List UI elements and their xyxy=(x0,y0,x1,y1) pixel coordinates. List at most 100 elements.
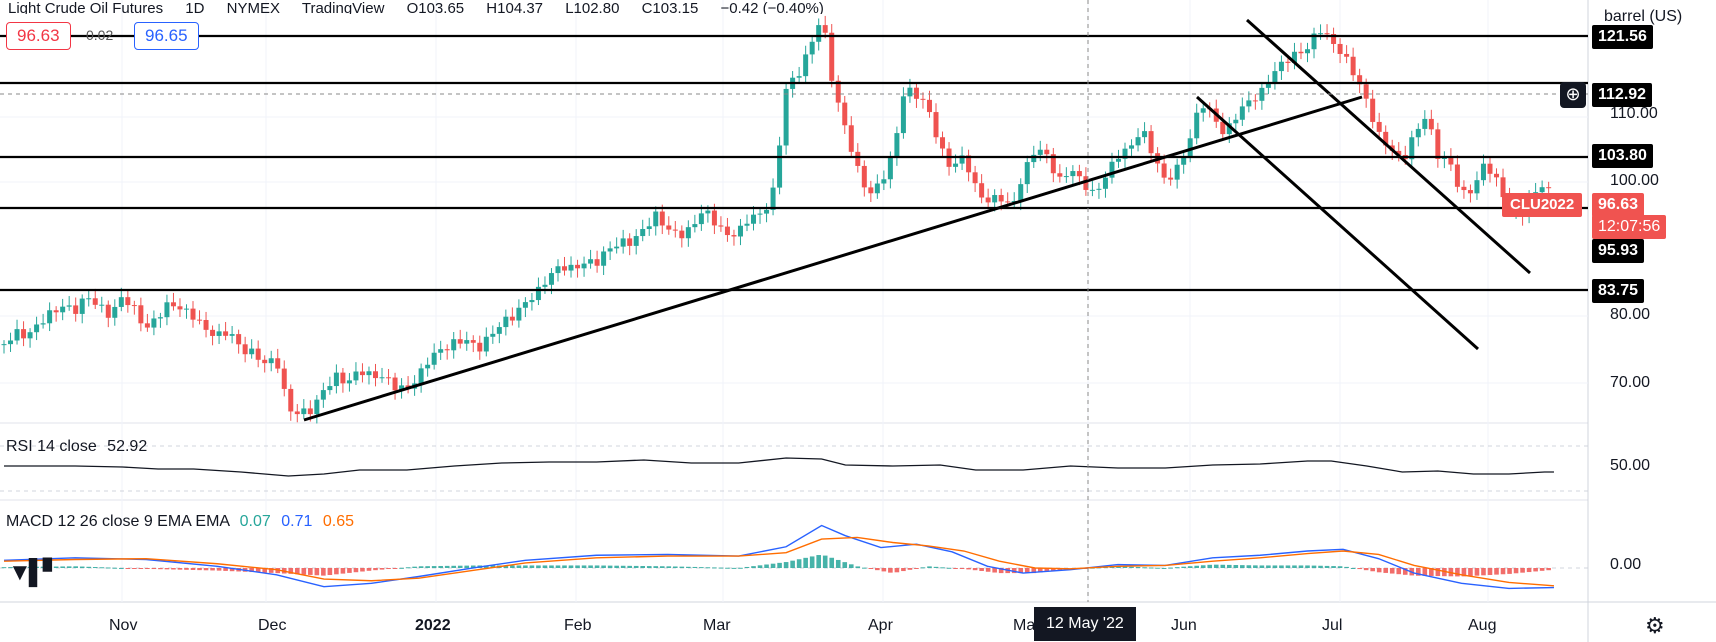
candle-body xyxy=(770,187,776,210)
level-tag-121[interactable]: 121.56 xyxy=(1592,25,1653,49)
candle-body xyxy=(372,371,378,379)
macd-histogram-bar xyxy=(392,568,398,569)
level-tag-112[interactable]: 112.92 xyxy=(1592,83,1653,107)
candle-body xyxy=(1324,33,1330,35)
candle-body xyxy=(764,209,770,214)
candle-body xyxy=(1311,33,1317,50)
macd-histogram-bar xyxy=(829,557,835,568)
macd-histogram-bar xyxy=(653,566,659,568)
macd-histogram-bar xyxy=(875,568,880,571)
macd-histogram-bar xyxy=(979,568,984,571)
tradingview-logo-icon[interactable]: ▼▌▘ xyxy=(8,559,61,586)
candle-body xyxy=(581,263,587,269)
level-tag-103[interactable]: 103.80 xyxy=(1592,144,1653,168)
header-open: O103.65 xyxy=(406,0,465,14)
candle-body xyxy=(1083,176,1089,190)
candle-body xyxy=(92,298,98,305)
header-exchange: NYMEX xyxy=(226,0,280,14)
macd-histogram-bar xyxy=(1415,568,1421,576)
candle-body xyxy=(40,323,46,325)
candle-body xyxy=(1298,51,1304,54)
candle-body xyxy=(164,302,170,318)
level-tag-83[interactable]: 83.75 xyxy=(1592,279,1645,303)
macd-histogram-bar xyxy=(132,568,137,569)
candle-body xyxy=(659,211,665,226)
macd-histogram-bar xyxy=(920,567,926,569)
gear-icon[interactable]: ⚙ xyxy=(1645,613,1665,638)
macd-histogram-bar xyxy=(451,565,457,568)
macd-histogram-bar xyxy=(549,565,554,568)
macd-histogram-bar xyxy=(1253,565,1258,568)
candle-body xyxy=(236,334,242,345)
macd-histogram-bar xyxy=(418,566,424,568)
macd-histogram-bar xyxy=(470,565,476,568)
macd-histogram-bar xyxy=(1344,566,1349,568)
candle-body xyxy=(568,264,574,271)
macd-title[interactable]: MACD 12 26 close 9 EMA EMA 0.07 0.71 0.6… xyxy=(6,513,354,531)
macd-histogram-bar xyxy=(327,568,333,576)
macd-histogram-bar xyxy=(1389,568,1395,574)
candle-body xyxy=(575,264,581,269)
macd-histogram-bar xyxy=(1422,568,1428,576)
plus-circle-icon[interactable]: ⊕ xyxy=(1560,82,1586,108)
candle-body xyxy=(262,359,268,364)
candle-body xyxy=(1454,164,1460,187)
macd-histogram-bar xyxy=(73,566,78,568)
candle-body xyxy=(1226,123,1232,135)
macd-histogram-bar xyxy=(835,559,841,568)
candle-body xyxy=(868,187,874,194)
buy-button[interactable]: 96.65 xyxy=(134,22,199,50)
candle-body xyxy=(887,157,893,180)
candle-body xyxy=(900,96,906,134)
macd-histogram-bar xyxy=(405,567,411,569)
candle-body xyxy=(751,214,757,224)
macd-histogram-bar xyxy=(1357,568,1362,570)
macd-histogram-bar xyxy=(112,567,118,569)
crosshair-date-label: 12 May '22 xyxy=(1034,607,1136,641)
candle-body xyxy=(979,183,985,198)
candle-body xyxy=(848,125,854,152)
candle-body xyxy=(685,227,691,239)
macd-histogram-bar xyxy=(1037,568,1043,573)
candle-body xyxy=(594,259,600,266)
candle-body xyxy=(816,25,822,42)
candle-body xyxy=(118,297,124,307)
macd-histogram-bar xyxy=(229,568,235,572)
candle-body xyxy=(1480,163,1486,181)
candle-body xyxy=(105,304,111,318)
macd-histogram-bar xyxy=(490,565,496,568)
candle-body xyxy=(353,371,359,381)
macd-histogram-bar xyxy=(399,567,404,569)
macd-histogram-bar xyxy=(92,567,98,569)
macd-histogram-bar xyxy=(268,568,274,573)
macd-histogram-bar xyxy=(321,568,326,576)
macd-histogram-bar xyxy=(568,565,574,568)
macd-histogram-bar xyxy=(1383,568,1389,573)
currency-label[interactable]: barrel (US) xyxy=(1604,8,1683,25)
candle-body xyxy=(920,98,926,100)
candle-body xyxy=(1115,158,1121,162)
candle-body xyxy=(1161,163,1167,178)
rsi-title[interactable]: RSI 14 close 52.92 xyxy=(6,438,147,456)
candle-body xyxy=(679,230,685,239)
candle-body xyxy=(79,298,85,314)
rsi-value: 52.92 xyxy=(107,438,148,455)
candle-body xyxy=(418,368,424,384)
candle-body xyxy=(926,99,932,113)
candle-body xyxy=(438,349,444,353)
trendlines[interactable] xyxy=(303,18,1531,422)
macd-histogram-bar xyxy=(816,555,821,568)
horizontal-levels[interactable] xyxy=(0,34,1588,292)
level-tag-95[interactable]: 95.93 xyxy=(1592,239,1645,263)
candle-body xyxy=(1044,149,1050,155)
sell-button[interactable]: 96.63 xyxy=(6,22,71,50)
macd-histogram-bar xyxy=(288,568,294,574)
candle-body xyxy=(777,145,783,188)
candle-body xyxy=(1474,180,1480,194)
macd-histogram-bar xyxy=(529,565,535,568)
macd-histogram-bar xyxy=(1396,568,1402,575)
macd-histogram-bar xyxy=(262,568,267,573)
candle-body xyxy=(386,377,392,379)
macd-histogram-bar xyxy=(848,564,854,568)
